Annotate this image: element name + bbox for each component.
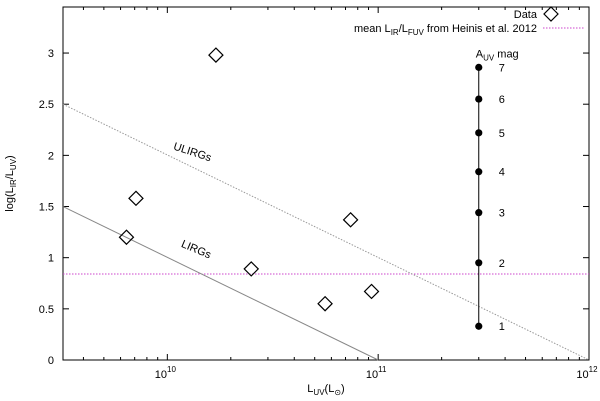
y-tick-label: 1.5 — [39, 202, 54, 214]
legend-label-data: Data — [514, 9, 538, 21]
extinction-label: 2 — [499, 258, 505, 270]
ulirgs-label: ULIRGs — [172, 141, 213, 165]
data-point-diamond — [342, 211, 359, 228]
extinction-label: 3 — [499, 208, 505, 220]
extinction-point — [475, 129, 483, 137]
extinction-point — [475, 168, 483, 176]
extinction-point — [475, 259, 483, 267]
x-axis-title: LUV(L⊙) — [307, 383, 344, 397]
extinction-point — [475, 322, 483, 330]
lirgs-line — [62, 206, 379, 361]
data-point-diamond — [208, 47, 224, 63]
extinction-label: 1 — [499, 321, 505, 333]
legend: Data mean LIR/LFUV from Heinis et al. 201… — [354, 6, 585, 37]
y-tick-label: 0 — [48, 355, 54, 367]
extinction-point — [475, 95, 483, 103]
y-axis-title: log(LIR/LUV) — [4, 155, 18, 211]
data-points — [118, 47, 380, 312]
extinction-label: 6 — [499, 94, 505, 106]
extinction-label: 5 — [499, 128, 505, 140]
data-point-diamond — [128, 190, 144, 207]
x-axis: 1010 1011 1012 LUV(L⊙) — [82, 7, 598, 397]
y-tick-label: 2 — [48, 150, 54, 162]
extinction-title: AUV mag — [476, 48, 519, 62]
data-point-diamond — [243, 261, 260, 277]
plot-frame — [62, 6, 590, 361]
x-tick-label: 1011 — [366, 365, 387, 381]
extinction-label: 4 — [499, 167, 505, 179]
y-tick-label: 2.5 — [39, 99, 54, 111]
y-tick-label: 1 — [48, 253, 54, 265]
ulirgs-line — [62, 103, 590, 361]
extinction-point — [475, 209, 483, 217]
data-point-diamond — [118, 229, 135, 246]
legend-marker-diamond — [543, 6, 559, 22]
data-point-diamond — [317, 295, 333, 312]
data-point-diamond — [363, 283, 380, 300]
plot-area — [62, 6, 590, 361]
y-tick-label: 0.5 — [39, 304, 54, 316]
legend-label-mean: mean LIR/LFUV from Heinis et al. 2012 — [354, 23, 537, 37]
x-tick-label: 1010 — [155, 365, 177, 381]
x-tick-label: 1012 — [576, 365, 598, 381]
extinction-point — [475, 63, 483, 71]
lirgs-label: LIRGs — [179, 238, 213, 261]
reference-lines: LIRGs ULIRGs — [62, 103, 590, 361]
extinction-label: 7 — [499, 62, 505, 74]
y-tick-label: 3 — [48, 48, 54, 60]
y-axis: 0 0.5 1 1.5 2 2.5 3 log(LIR/LUV) — [4, 48, 589, 367]
